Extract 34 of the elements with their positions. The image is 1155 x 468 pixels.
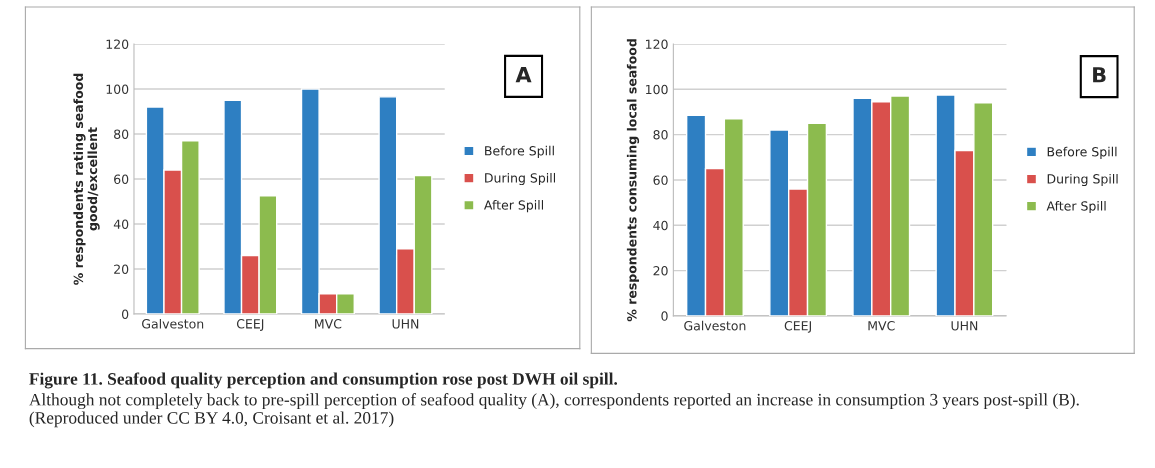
x-tick-label: CEEJ (784, 320, 811, 333)
y-tick-label: 60 (653, 175, 668, 185)
y-tick-label: 40 (113, 219, 129, 229)
legend-label: After Spill (484, 200, 544, 213)
legend-label: During Spill (485, 172, 556, 186)
text: B (1093, 67, 1106, 83)
y-tick-label: 80 (653, 130, 668, 140)
legend-label: During Spill (1047, 173, 1118, 186)
y-tick-label: 0 (121, 309, 129, 319)
x-tick-label: CEEJ (236, 319, 264, 331)
x-tick-label: UHN (951, 321, 978, 331)
y-tick-label: 80 (114, 129, 129, 139)
x-tick-label: MVC (315, 319, 342, 329)
legend-label: Before Spill (485, 145, 554, 158)
y-tick-label: 60 (114, 174, 129, 184)
text: A (515, 66, 532, 83)
y-tick-label: 120 (646, 39, 668, 49)
caption: Figure 11. Seafood quality perception and consumption rose post DWH oil spill. (29, 372, 618, 389)
y-tick-label: 20 (114, 264, 129, 274)
y-axis-title: % respondents consuming local seafood (626, 39, 640, 322)
x-tick-label: MVC (868, 320, 895, 331)
legend-label: Before Spill (1047, 146, 1117, 159)
x-tick-label: Galveston (142, 318, 204, 329)
y-tick-label: 20 (653, 266, 668, 276)
text: Although not completely back to pre-spill perception of seafood quality (A), correspondents reported an increase in consumption 3 years post-spill (B). (Reproduced under CC BY 4.0, Croisant et al. 2017) (29, 393, 1079, 428)
y-tick-label: 100 (106, 84, 129, 94)
y-axis-title: % respondents rating seafood good/excellent (73, 73, 100, 285)
y-tick-label: 0 (661, 311, 668, 321)
y-tick-label: 100 (646, 84, 668, 95)
y-tick-label: 40 (653, 220, 668, 231)
x-tick-label: UHN (392, 319, 419, 329)
y-tick-label: 120 (106, 39, 129, 49)
x-tick-label: Galveston (684, 320, 746, 331)
legend-label: After Spill (1046, 200, 1106, 214)
